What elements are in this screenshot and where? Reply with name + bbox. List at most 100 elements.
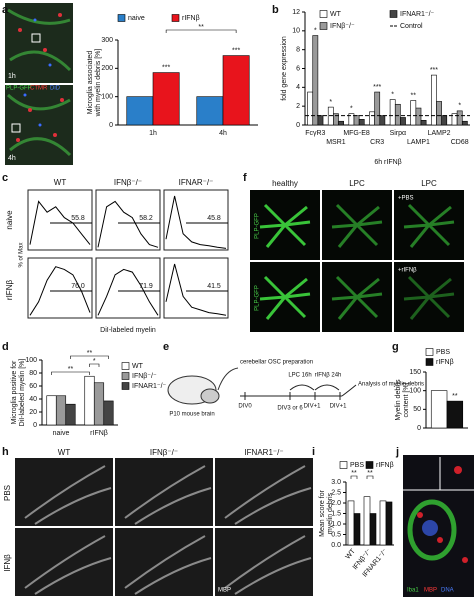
x-tick-label: MFG-E8 bbox=[343, 130, 370, 137]
y-tick-label: 1.5 bbox=[331, 510, 341, 517]
y-axis-label: % of Max bbox=[19, 242, 25, 267]
y-tick-label: 0.5 bbox=[331, 531, 341, 538]
x-axis-label: 6h rIFNβ bbox=[374, 159, 401, 166]
column-header: IFNβ⁻/⁻ bbox=[150, 448, 178, 457]
bar bbox=[436, 101, 442, 126]
significance-label: * bbox=[329, 99, 332, 106]
histogram-curve bbox=[97, 268, 159, 316]
legend-swatch bbox=[117, 14, 126, 22]
y-tick-label: 10 bbox=[292, 28, 300, 35]
panel-letter: a bbox=[2, 4, 9, 16]
panel-letter: e bbox=[163, 341, 169, 353]
histogram-frame bbox=[27, 257, 93, 319]
y-tick-label: 100 bbox=[409, 388, 421, 395]
stain-label: Iba1 bbox=[407, 588, 419, 594]
y-axis-label: Mean score for bbox=[319, 489, 326, 536]
bar bbox=[65, 403, 76, 426]
column-header: IFNβ⁻/⁻ bbox=[114, 178, 142, 187]
significance-bracket bbox=[366, 475, 374, 479]
significance-label: ** bbox=[351, 470, 357, 477]
bar bbox=[461, 120, 468, 126]
legend-label: IFNβ⁻/⁻ bbox=[132, 373, 157, 380]
diagram-label: DIV3 or 6 bbox=[277, 406, 303, 412]
diagram-label: P10 mouse brain bbox=[169, 412, 214, 418]
histogram-curve bbox=[165, 195, 227, 249]
bar bbox=[317, 115, 324, 126]
legend-swatch bbox=[121, 362, 130, 370]
significance-label: * bbox=[314, 27, 317, 34]
bar bbox=[430, 390, 448, 429]
bar bbox=[410, 100, 417, 126]
y-tick-label: 80 bbox=[29, 370, 37, 377]
histogram-frame bbox=[163, 257, 229, 319]
legend-swatch bbox=[171, 14, 180, 22]
myelin-fiber bbox=[224, 535, 312, 595]
y-axis-label: myelin debris bbox=[327, 492, 334, 534]
legend-swatch bbox=[339, 461, 348, 469]
time-label: 4h bbox=[8, 155, 16, 162]
y-axis-label: fold gene expression bbox=[281, 36, 288, 101]
bar bbox=[374, 91, 381, 126]
column-header: WT bbox=[58, 448, 71, 457]
myelin-fiber bbox=[259, 275, 311, 320]
legend-label: IFNAR1⁻/⁻ bbox=[400, 11, 435, 18]
legend-swatch bbox=[319, 10, 328, 18]
column-header: LPC bbox=[349, 179, 365, 188]
x-tick-label: LAMP2 bbox=[428, 130, 451, 137]
panel-letter: i bbox=[312, 446, 315, 458]
diagram-label: DIV+1 bbox=[330, 404, 348, 410]
bar bbox=[338, 120, 344, 126]
significance-label: *** bbox=[232, 47, 240, 54]
significance-bracket bbox=[89, 363, 100, 367]
stain-label: CTMR bbox=[30, 86, 48, 92]
bar bbox=[222, 55, 250, 126]
y-tick-label: 8 bbox=[296, 47, 300, 54]
stain-label: MBP bbox=[424, 588, 437, 594]
bar bbox=[93, 382, 105, 426]
bar bbox=[400, 117, 406, 126]
bar bbox=[415, 107, 422, 126]
myelin-fiber bbox=[331, 203, 383, 248]
column-header: IFNAR⁻/⁻ bbox=[179, 178, 214, 187]
histogram-curve bbox=[29, 200, 91, 245]
myelin-fiber bbox=[6, 8, 72, 157]
y-axis-label: DiI-labeled myelin [%] bbox=[19, 359, 26, 427]
bar bbox=[312, 35, 319, 126]
y-axis-label: Myelin debris bbox=[395, 379, 402, 421]
legend-swatch bbox=[425, 358, 434, 366]
myelin-fiber bbox=[403, 203, 455, 248]
bar bbox=[196, 96, 224, 126]
significance-label: *** bbox=[373, 84, 381, 91]
column-header: WT bbox=[54, 178, 67, 187]
histogram-frame bbox=[95, 189, 161, 251]
histogram-curve bbox=[29, 266, 91, 316]
inset-box bbox=[11, 123, 21, 133]
row-label: IFNβ bbox=[3, 554, 12, 572]
legend-swatch bbox=[365, 461, 374, 469]
bar bbox=[385, 501, 393, 546]
histogram-curve bbox=[97, 200, 159, 248]
column-header: healthy bbox=[272, 179, 298, 188]
row-label: PBS bbox=[3, 485, 12, 501]
legend-swatch bbox=[121, 372, 130, 380]
column-header: LPC bbox=[421, 179, 437, 188]
y-tick-label: 2.0 bbox=[331, 500, 341, 507]
cerebellum-icon bbox=[200, 388, 220, 404]
bar bbox=[379, 115, 386, 126]
significance-bracket bbox=[165, 29, 237, 33]
bar bbox=[46, 395, 57, 426]
bar bbox=[431, 74, 437, 126]
gate-value: 76.0 bbox=[71, 283, 85, 290]
x-tick-label: CR3 bbox=[370, 139, 384, 146]
treatment-label: +PBS bbox=[398, 196, 414, 202]
nuclei bbox=[23, 18, 52, 127]
significance-label: *** bbox=[430, 67, 438, 74]
panel-letter: h bbox=[2, 446, 9, 458]
histograms: 55.8 58.2 45.8 76.0 71.9 41.5 bbox=[27, 189, 229, 319]
gate-value: 45.8 bbox=[207, 215, 221, 222]
micrograph bbox=[403, 455, 474, 597]
myelin-fiber bbox=[24, 535, 112, 595]
bar bbox=[333, 113, 339, 126]
x-tick-label: FcγR3 bbox=[305, 130, 325, 137]
significance-bracket bbox=[70, 355, 109, 359]
